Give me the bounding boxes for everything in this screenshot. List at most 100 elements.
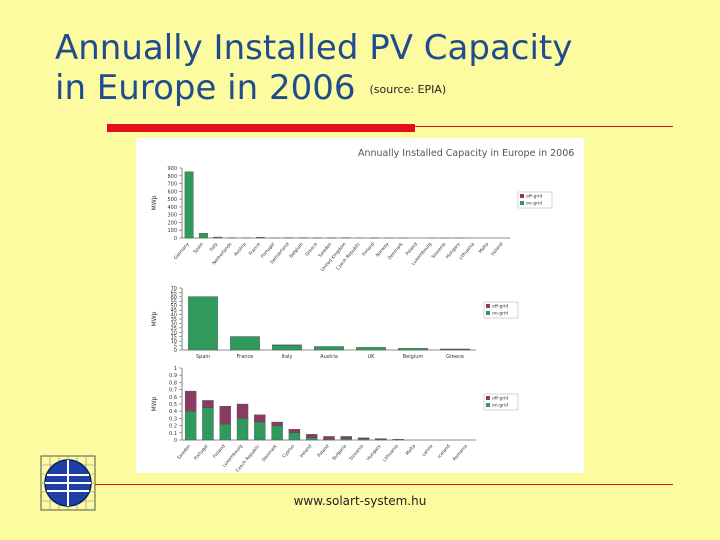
legend-swatch: [486, 396, 490, 400]
bar-off-grid: [219, 406, 231, 425]
x-tick-label: Belgium: [403, 354, 424, 360]
bar-off-grid: [236, 403, 249, 419]
y-tick-label: 1: [174, 366, 177, 372]
bar-on-grid: [272, 344, 302, 351]
source-note: (source: EPIA): [369, 82, 447, 96]
x-tick-label: Iceland: [437, 443, 452, 459]
x-tick-label: Greece: [304, 241, 319, 257]
slide-title: Annually Installed PV Capacity in Europe…: [55, 28, 695, 110]
bar-on-grid: [288, 432, 301, 441]
legend-swatch: [486, 403, 490, 407]
x-tick-label: Finland: [361, 241, 376, 257]
y-tick-label: 0.2: [169, 424, 177, 430]
y-tick-label: 25: [171, 326, 177, 332]
y-tick-label: 900: [167, 166, 177, 172]
bar-on-grid: [271, 425, 283, 441]
x-tick-label: Italy: [208, 241, 219, 253]
x-tick-label: Hungary: [365, 443, 382, 462]
x-tick-label: Poland: [316, 443, 330, 458]
y-tick-label: 0: [174, 348, 177, 354]
x-tick-label: UK: [368, 354, 376, 360]
y-tick-label: 65: [171, 290, 177, 296]
bar-on-grid: [184, 171, 194, 239]
bar-on-grid: [184, 411, 197, 441]
footer-url[interactable]: www.solart-system.hu: [293, 494, 427, 508]
bar-on-grid: [306, 437, 318, 441]
x-tick-label: France: [237, 354, 254, 360]
bar-on-grid: [254, 421, 266, 441]
legend-label: on-grid: [526, 201, 542, 207]
y-tick-label: 100: [167, 228, 177, 234]
bar-on-grid: [356, 347, 386, 351]
x-tick-label: France: [248, 241, 262, 256]
y-tick-label: 50: [171, 304, 177, 310]
bar-off-grid: [375, 438, 387, 440]
bar-off-grid: [271, 421, 283, 426]
legend-label: off-grid: [492, 304, 508, 310]
legend-label: on-grid: [492, 403, 508, 409]
bar-on-grid: [230, 336, 260, 351]
title-line-2: in Europe in 2006 (source: EPIA): [55, 68, 695, 110]
y-tick-label: 800: [167, 174, 177, 180]
y-tick-label: 0.5: [169, 402, 177, 408]
y-tick-label: 45: [171, 308, 177, 314]
legend-box: [517, 191, 553, 209]
y-tick-label: 0: [174, 236, 177, 242]
bar-on-grid: [314, 346, 344, 351]
bar-on-grid: [198, 233, 208, 239]
y-tick-label: 0.4: [169, 409, 177, 415]
y-tick-label: 55: [171, 299, 177, 305]
x-tick-label: Latvia: [421, 443, 435, 458]
y-tick-label: 60: [171, 295, 177, 301]
x-tick-label: Malta: [478, 241, 491, 255]
globe-logo-icon: [40, 455, 96, 511]
bar-off-grid: [392, 439, 404, 441]
x-tick-label: United Kingdom: [320, 241, 348, 273]
x-tick-label: Greece: [446, 354, 464, 360]
y-axis-label: MWp: [151, 311, 158, 326]
x-tick-label: Lithuania: [382, 443, 400, 463]
x-tick-label: Ireland: [299, 443, 314, 459]
x-tick-label: Spain: [196, 354, 210, 360]
y-tick-label: 500: [167, 197, 177, 203]
y-tick-label: 0: [174, 438, 177, 444]
y-tick-label: 700: [167, 182, 177, 188]
y-tick-label: 0.7: [169, 388, 177, 394]
y-tick-label: 40: [171, 313, 177, 319]
bar-off-grid: [254, 414, 266, 423]
bar-off-grid: [340, 436, 352, 439]
footer-rule: [95, 484, 673, 485]
x-tick-label: Denmark: [387, 241, 405, 261]
x-tick-label: Belgium: [288, 241, 304, 259]
bar-off-grid: [323, 436, 335, 440]
legend-label: off-grid: [526, 194, 542, 200]
legend-box: [483, 301, 519, 319]
y-tick-label: 200: [167, 220, 177, 226]
legend-box: [483, 393, 519, 411]
x-tick-label: Cyprus: [281, 443, 296, 459]
y-tick-label: 10: [171, 339, 177, 345]
x-tick-label: Sweden: [176, 443, 192, 461]
x-tick-label: Denmark: [261, 443, 279, 463]
charts-svg: Annually Installed Capacity in Europe in…: [151, 148, 574, 474]
x-tick-label: Poland: [405, 241, 419, 256]
bar-off-grid: [357, 437, 370, 439]
bar-off-grid: [184, 390, 197, 412]
bar-on-grid: [398, 348, 428, 351]
y-tick-label: 0.3: [169, 416, 177, 422]
y-axis-label: MWp: [151, 396, 158, 411]
bar-off-grid: [288, 429, 301, 433]
x-tick-label: Germany: [173, 241, 191, 261]
legend-label: off-grid: [492, 396, 508, 402]
x-tick-label: Portugal: [193, 443, 210, 461]
x-tick-label: Ireland: [490, 241, 505, 257]
x-tick-label: Austria: [233, 241, 248, 257]
y-tick-label: 400: [167, 205, 177, 211]
x-tick-label: Finland: [212, 443, 227, 459]
x-tick-label: Malta: [404, 443, 417, 457]
bar-on-grid: [236, 418, 249, 441]
x-tick-label: Austria: [320, 354, 338, 360]
title-line-1: Annually Installed PV Capacity: [55, 28, 573, 68]
bar-off-grid: [306, 434, 318, 438]
y-tick-label: 0.9: [169, 373, 177, 379]
